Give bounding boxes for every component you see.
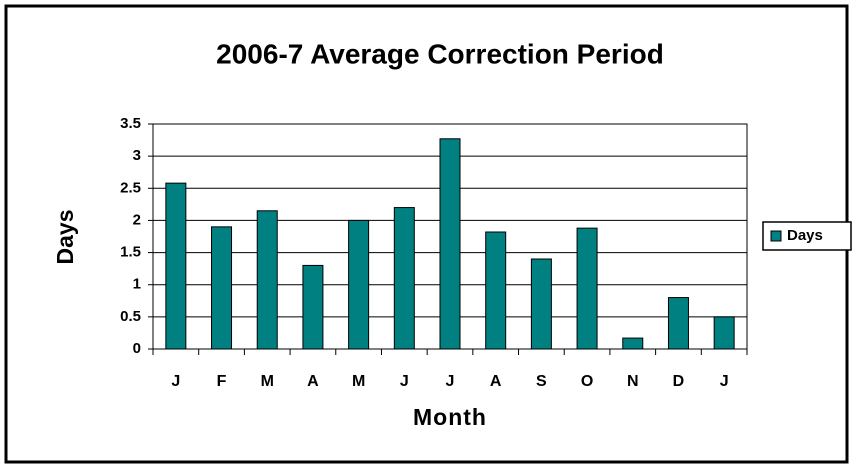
legend-swatch [770, 230, 782, 242]
x-axis-label: Month [413, 404, 487, 430]
bar [348, 219, 370, 350]
bar [211, 226, 233, 350]
x-tick-label: M [261, 373, 274, 390]
y-tick-label: 0.5 [120, 308, 141, 325]
bar [165, 182, 187, 350]
x-tick-label: J [446, 373, 455, 390]
x-tick-label: J [171, 373, 180, 390]
x-tick-label: N [627, 373, 639, 390]
bar [713, 316, 735, 350]
bar [622, 337, 644, 350]
bar [667, 297, 689, 350]
x-tick-label: M [352, 373, 365, 390]
x-tick-label: J [400, 373, 409, 390]
y-tick-label: 1 [133, 276, 141, 293]
y-axis-label: Days [52, 210, 78, 265]
chart-title: 2006-7 Average Correction Period [216, 38, 664, 69]
bar [576, 227, 598, 350]
y-tick-label: 3.5 [120, 115, 141, 132]
x-tick-label: F [217, 373, 227, 390]
x-tick-label: A [307, 373, 319, 390]
x-tick-label: A [490, 373, 502, 390]
legend-label: Days [787, 227, 823, 244]
bar [439, 138, 461, 350]
y-tick-label: 1.5 [120, 244, 141, 261]
x-tick-label: D [673, 373, 685, 390]
x-tick-label: S [536, 373, 547, 390]
bar [393, 207, 415, 350]
bar [302, 264, 324, 350]
y-tick-label: 0 [133, 340, 141, 357]
y-tick-label: 2 [133, 211, 141, 228]
x-tick-label: J [720, 373, 729, 390]
y-tick-label: 2.5 [120, 179, 141, 196]
x-tick-label: O [581, 373, 593, 390]
y-tick-label: 3 [133, 147, 141, 164]
bar [530, 258, 552, 350]
bar [256, 210, 278, 350]
bar [485, 231, 507, 350]
